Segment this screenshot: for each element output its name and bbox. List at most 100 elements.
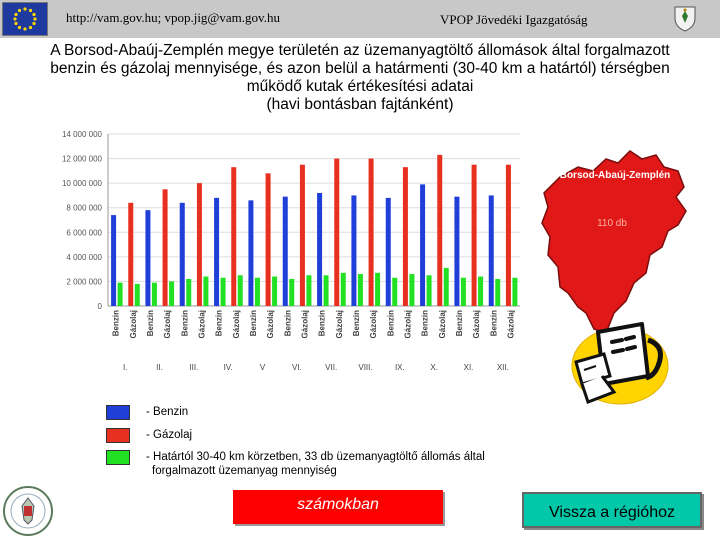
x-tick-label: Benzin [112,310,121,336]
contact-text[interactable]: http://vam.gov.hu; vpop.jig@vam.gov.hu [66,10,280,25]
x-tick-label: Gázolaj [438,310,447,338]
bar-benzin [111,215,117,306]
bar-gazolaj [402,167,408,306]
bar-hatarmenti [272,276,278,306]
bar-gazolaj [128,202,134,306]
crest-icon [672,4,698,32]
x-tick-label: Benzin [421,310,430,336]
y-tick-label: 2 000 000 [66,277,102,286]
bar-gazolaj [368,158,374,306]
legend-swatch-gazolaj [106,428,130,443]
bar-hatarmenti [220,277,226,306]
bar-hatarmenti [478,276,484,306]
bar-gazolaj [437,154,443,306]
bar-benzin [248,200,254,306]
bar-hatarmenti [237,275,243,306]
bar-hatarmenti [186,278,192,306]
bar-hatarmenti [392,277,398,306]
y-tick-label: 10 000 000 [62,179,103,188]
y-tick-label: 0 [98,302,103,311]
legend-label-hatarmenti-1: - Határtól 30-40 km körzetben, 33 db üze… [146,451,485,463]
month-label: XI. [464,363,474,372]
bar-hatarmenti [289,278,295,306]
bar-benzin [214,197,220,306]
bar-benzin [317,192,323,306]
month-label: VIII. [358,363,372,372]
bar-benzin [420,184,426,306]
legend-label-hatarmenti-2: forgalmazott üzemanyag mennyiség [152,465,337,477]
bar-hatarmenti [203,276,209,306]
bar-benzin [385,197,391,306]
bar-hatarmenti [495,278,501,306]
bar-benzin [282,196,288,306]
legend-label-gazolaj: - Gázolaj [146,429,193,441]
bar-benzin [454,196,460,306]
x-tick-label: Benzin [146,310,155,336]
bar-benzin [488,195,494,306]
x-tick-label: Benzin [352,310,361,336]
bar-hatarmenti [306,275,312,306]
month-label: XII. [497,363,509,372]
map-station-count: 110 db [597,218,627,229]
month-label: III. [189,363,198,372]
title-line: A Borsod-Abaúj-Zemplén megye területén a… [50,42,670,59]
bar-hatarmenti [117,282,123,306]
month-label: VI. [292,363,302,372]
bar-hatarmenti [375,272,381,306]
bar-hatarmenti [254,277,260,306]
y-tick-label: 6 000 000 [66,228,102,237]
y-tick-label: 14 000 000 [62,130,103,139]
x-tick-label: Gázolaj [129,310,138,338]
y-tick-label: 8 000 000 [66,204,102,213]
bar-gazolaj [334,158,340,306]
fax-machine-icon [571,322,669,405]
x-tick-label: Gázolaj [266,310,275,338]
month-label: IX. [395,363,405,372]
x-tick-label: Gázolaj [403,310,412,338]
bar-hatarmenti [512,277,518,306]
x-tick-label: Gázolaj [472,310,481,338]
numbers-button[interactable]: számokban [233,490,443,524]
legend-label-benzin: - Benzin [146,406,189,418]
y-tick-label: 4 000 000 [66,253,102,262]
bar-hatarmenti [409,274,415,306]
borsod-map-icon [541,150,687,334]
title-line: működő kutak értékesítési adatai [246,78,474,95]
month-label: V [260,363,266,372]
x-tick-label: Benzin [283,310,292,336]
bar-gazolaj [265,173,271,306]
header-bar: http://vam.gov.hu; vpop.jig@vam.gov.hu V… [0,0,720,38]
month-label: VII. [325,363,337,372]
x-tick-label: Benzin [215,310,224,336]
bar-gazolaj [231,167,237,306]
x-tick-label: Gázolaj [197,310,206,338]
x-tick-label: Benzin [318,310,327,336]
plot-area [108,134,520,306]
organization-name: VPOP Jövedéki Igazgatóság [440,12,588,27]
bar-gazolaj [505,164,511,306]
bar-hatarmenti [340,272,346,306]
month-label: IV. [224,363,233,372]
x-tick-label: Benzin [455,310,464,336]
x-tick-label: Gázolaj [232,310,241,338]
bar-gazolaj [162,189,168,306]
month-label: X. [430,363,438,372]
title-line: benzin és gázolaj mennyisége, és azon be… [50,60,670,77]
legend-swatch-benzin [106,405,130,420]
month-label: II. [156,363,163,372]
title-line: (havi bontásban fajtánként) [266,96,454,113]
bar-hatarmenti [357,274,363,306]
x-tick-label: Gázolaj [300,310,309,338]
map-label: Borsod-Abaúj-Zemplén [559,170,671,181]
bar-gazolaj [471,164,477,306]
customs-seal-icon [2,484,54,538]
eu-flag-icon [2,2,48,36]
x-tick-label: Benzin [489,310,498,336]
page-title: A Borsod-Abaúj-Zemplén megye területén a… [0,42,720,114]
x-tick-label: Gázolaj [369,310,378,338]
y-tick-label: 12 000 000 [62,155,103,164]
back-to-region-button[interactable]: Vissza a régióhoz [522,492,702,528]
x-tick-label: Benzin [249,310,258,336]
bar-hatarmenti [323,275,329,306]
bar-hatarmenti [169,281,175,306]
